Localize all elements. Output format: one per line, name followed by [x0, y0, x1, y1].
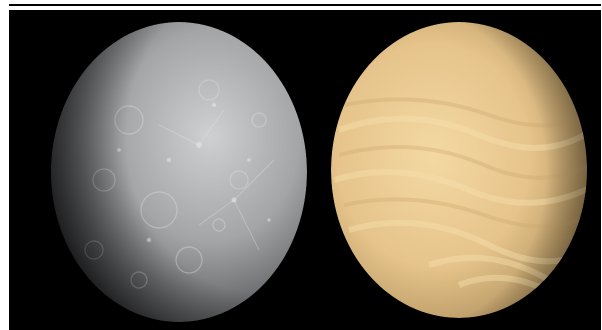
bottom-rule [9, 326, 601, 330]
left-planet-panel [9, 10, 319, 326]
grey-planet-illustration [9, 10, 319, 326]
yellow-planet-illustration [319, 10, 601, 326]
right-planet-panel [319, 10, 601, 326]
top-rule [9, 4, 601, 6]
